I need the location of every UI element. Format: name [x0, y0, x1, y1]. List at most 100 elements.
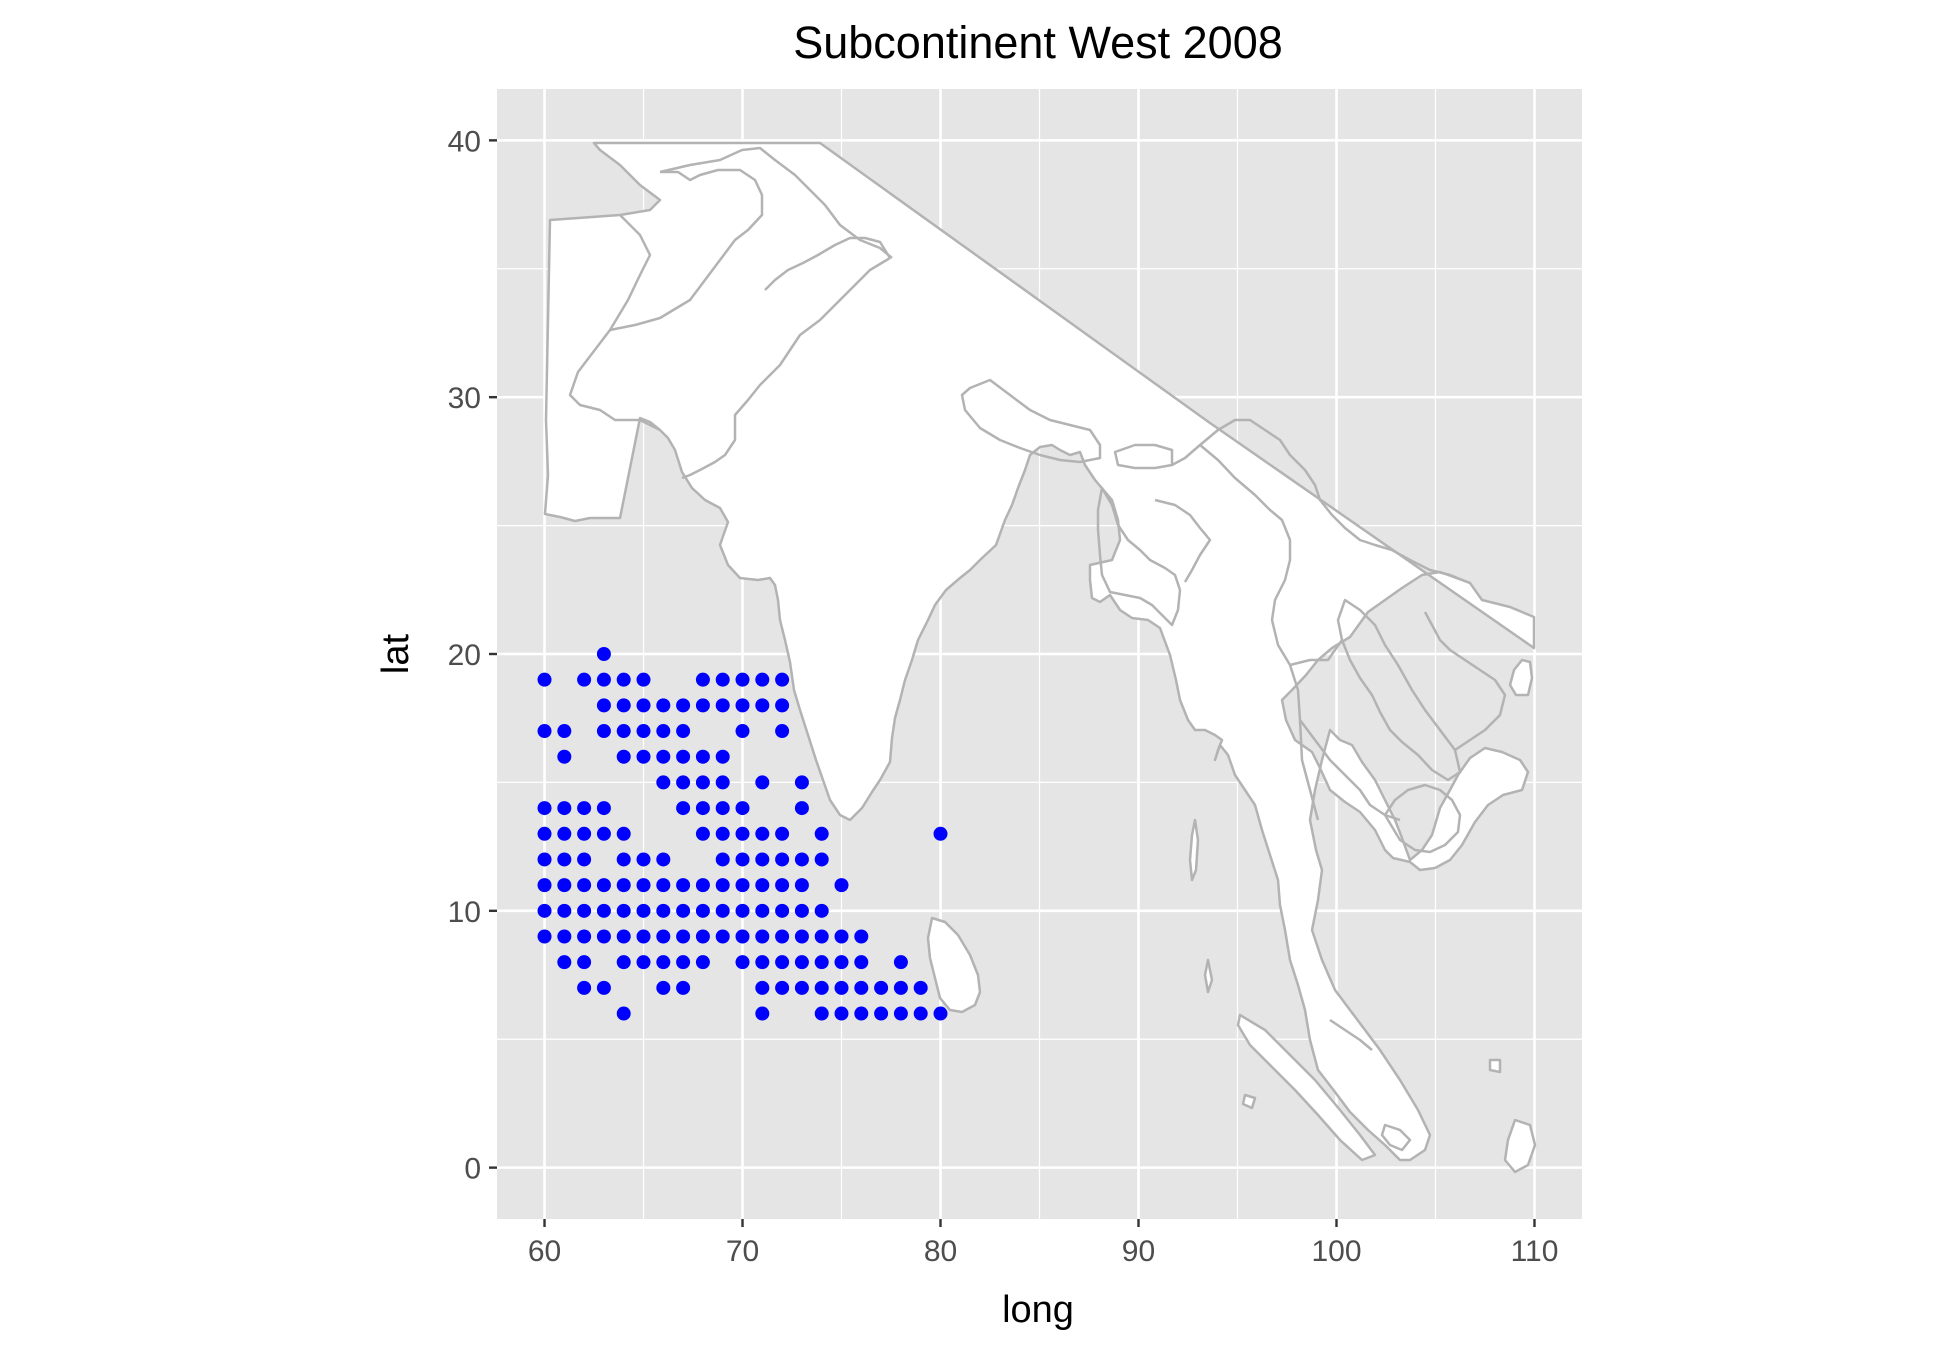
data-point — [735, 903, 750, 918]
data-point — [616, 826, 631, 841]
data-point — [577, 955, 592, 970]
data-point — [794, 852, 809, 867]
data-point — [616, 724, 631, 739]
data-point — [656, 955, 671, 970]
data-point — [814, 955, 829, 970]
data-point — [596, 672, 611, 687]
data-point — [715, 801, 730, 816]
data-point — [893, 955, 908, 970]
data-point — [735, 878, 750, 893]
data-point — [834, 929, 849, 944]
data-point — [557, 826, 572, 841]
data-point — [814, 929, 829, 944]
data-point — [695, 826, 710, 841]
border-laos — [1336, 598, 1462, 782]
data-point — [715, 826, 730, 841]
data-point — [933, 1006, 948, 1021]
data-point — [636, 955, 651, 970]
data-point — [755, 852, 770, 867]
data-point — [577, 826, 592, 841]
border-india-state-east — [1154, 498, 1212, 583]
data-point — [794, 980, 809, 995]
data-point — [676, 878, 691, 893]
x-tick-label: 110 — [1511, 1235, 1559, 1268]
data-point — [834, 1006, 849, 1021]
border-myanmar — [1199, 444, 1320, 821]
x-tick-label: 60 — [528, 1235, 561, 1268]
data-point — [596, 647, 611, 661]
data-point — [577, 980, 592, 995]
data-point — [616, 955, 631, 970]
data-point — [715, 929, 730, 944]
data-point — [596, 980, 611, 995]
data-point — [656, 724, 671, 739]
data-point — [537, 852, 552, 867]
data-point — [616, 852, 631, 867]
data-point — [596, 698, 611, 713]
x-tick-label: 90 — [1122, 1235, 1155, 1268]
border-afghanistan-pakistan — [609, 168, 764, 332]
data-point — [715, 852, 730, 867]
data-point — [577, 852, 592, 867]
data-point — [557, 749, 572, 764]
data-point — [695, 801, 710, 816]
data-point — [656, 852, 671, 867]
data-point — [676, 980, 691, 995]
data-point — [676, 749, 691, 764]
data-point — [616, 672, 631, 687]
data-point — [616, 698, 631, 713]
data-point — [557, 878, 572, 893]
data-point — [695, 775, 710, 790]
chart-title: Subcontinent West 2008 — [793, 17, 1283, 68]
data-point — [735, 698, 750, 713]
data-point — [557, 724, 572, 739]
data-point — [794, 903, 809, 918]
data-point — [715, 698, 730, 713]
data-point — [537, 672, 552, 687]
data-point — [656, 929, 671, 944]
data-point — [537, 801, 552, 816]
data-point — [775, 878, 790, 893]
data-point — [676, 775, 691, 790]
data-point — [636, 724, 651, 739]
land-region-outline — [543, 141, 1536, 1162]
data-point — [794, 801, 809, 816]
data-point — [834, 955, 849, 970]
land-malay-islands — [1380, 1123, 1412, 1152]
data-point — [874, 1006, 889, 1021]
data-point — [656, 775, 671, 790]
y-tick-label: 30 — [448, 382, 481, 415]
data-point — [715, 878, 730, 893]
border-nepal — [960, 378, 1102, 464]
y-tick-label: 10 — [448, 896, 481, 929]
data-point — [715, 775, 730, 790]
data-point — [854, 929, 869, 944]
land-nicobar — [1203, 958, 1214, 994]
data-point — [596, 929, 611, 944]
data-point — [735, 724, 750, 739]
border-iran-afghanistan — [568, 214, 661, 432]
data-point — [755, 1006, 770, 1021]
data-point — [755, 955, 770, 970]
data-point — [636, 929, 651, 944]
data-point — [893, 1006, 908, 1021]
data-point — [814, 826, 829, 841]
data-point — [913, 1006, 928, 1021]
data-point — [636, 878, 651, 893]
data-point — [596, 801, 611, 816]
data-point — [537, 929, 552, 944]
data-point — [676, 698, 691, 713]
data-point — [636, 903, 651, 918]
data-point — [755, 672, 770, 687]
data-point — [814, 1006, 829, 1021]
data-point — [676, 801, 691, 816]
data-point — [874, 980, 889, 995]
data-point — [596, 903, 611, 918]
data-point — [755, 826, 770, 841]
data-point — [775, 955, 790, 970]
data-point — [656, 749, 671, 764]
land-small-island-1 — [1488, 1058, 1502, 1074]
data-point — [735, 929, 750, 944]
data-point — [775, 826, 790, 841]
border-malaysia — [1329, 1018, 1373, 1051]
